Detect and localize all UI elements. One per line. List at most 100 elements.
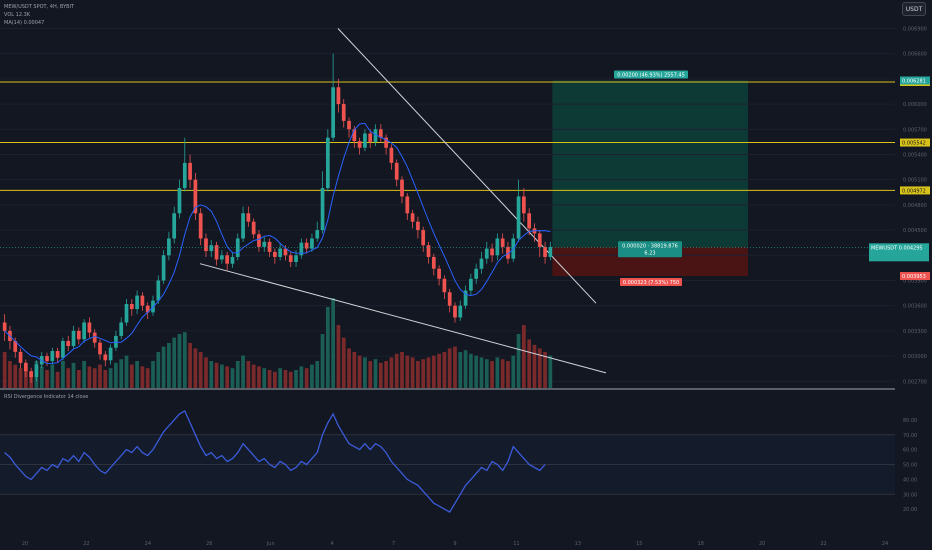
- time-tick-label: 24: [882, 541, 888, 547]
- level-axis-tag: [900, 186, 930, 195]
- rsi-tick-label: 20.00: [903, 507, 917, 513]
- rsi-panel: 80.00 70.00 60.00 50.00 40.00 30.00 20.00: [0, 409, 917, 513]
- volume-bar: [437, 353, 441, 388]
- volume-bar: [405, 355, 410, 388]
- axis-label-stop: 0.003953: [902, 274, 926, 280]
- candle-body: [506, 246, 510, 259]
- ma-legend: MA(14) 0.00047: [4, 20, 45, 26]
- volume-bar: [13, 364, 18, 388]
- center-label-box: [618, 241, 682, 258]
- price-tick-label: 0.006900: [903, 26, 927, 32]
- volume-bars: [2, 298, 553, 388]
- volume-bar: [55, 371, 60, 388]
- time-tick-label: 24: [145, 541, 151, 547]
- grid: [0, 27, 895, 382]
- candle-body: [23, 362, 28, 372]
- candle-body: [177, 188, 182, 214]
- volume-bar: [230, 368, 235, 388]
- volume-bar: [352, 352, 357, 388]
- candle-body: [92, 332, 97, 343]
- time-tick-label: 22: [820, 541, 826, 547]
- time-tick-label: 18: [698, 541, 704, 547]
- currency-button[interactable]: USDT: [902, 2, 926, 16]
- candle-body: [108, 347, 113, 361]
- time-axis: 20 22 24 26 Jun 4 7 9 11 13 15 18 20 22 24: [22, 541, 888, 547]
- stop-label-box: [620, 278, 682, 287]
- candle-body: [347, 120, 351, 130]
- symbol-legend: MEW/USDT SPOT, 4H, BYBIT: [4, 4, 75, 10]
- volume-bar: [463, 350, 468, 388]
- price-axis: 0.0069000.0066000.0063000.0060000.005700…: [869, 26, 930, 385]
- volume-bar: [479, 357, 484, 388]
- candle-body: [129, 304, 134, 310]
- time-tick-label: 11: [513, 541, 519, 547]
- volume-bar: [500, 359, 505, 388]
- candles: [2, 53, 553, 383]
- volume-bar: [151, 361, 155, 388]
- volume-bar: [71, 362, 76, 388]
- rsi-legend: RSI Divergence Indicator 14 close: [4, 394, 89, 400]
- volume-bar: [283, 370, 288, 388]
- candle-body: [71, 330, 76, 346]
- price-tick-label: 0.003300: [903, 329, 927, 335]
- candle-body: [272, 251, 277, 257]
- candle-body: [537, 233, 542, 247]
- candle-body: [453, 305, 457, 318]
- volume-bar: [378, 362, 383, 388]
- volume-bar: [108, 368, 113, 388]
- candle-body: [394, 162, 399, 180]
- candle-body: [500, 238, 505, 247]
- candle-body: [66, 340, 71, 346]
- candle-body: [437, 268, 441, 279]
- volume-bar: [76, 370, 81, 388]
- volume-bar: [172, 337, 177, 388]
- candle-body: [29, 371, 33, 378]
- candle-body: [119, 322, 124, 336]
- volume-bar: [45, 370, 49, 388]
- candle-body: [18, 351, 23, 363]
- price-tick-label: 0.006000: [903, 102, 927, 108]
- volume-bar: [235, 361, 240, 388]
- price-tick-label: 0.005700: [903, 127, 927, 133]
- volume-bar: [527, 339, 532, 388]
- target-label-box: [614, 70, 688, 79]
- resistance-trendline: [337, 28, 597, 304]
- candle-body: [352, 129, 357, 142]
- candle-body: [246, 213, 251, 222]
- candle-body: [230, 256, 235, 264]
- volume-bar: [257, 366, 261, 388]
- candle-body: [220, 255, 224, 260]
- candle-body: [463, 290, 468, 306]
- candle-body: [484, 248, 489, 259]
- time-tick-label: 20: [22, 541, 28, 547]
- volume-bar: [220, 364, 224, 388]
- candle-body: [458, 305, 463, 318]
- stop-label: 0.000323 (7.53%) 750: [623, 280, 679, 286]
- volume-bar: [447, 348, 452, 388]
- candle-body: [384, 137, 388, 148]
- candle-body: [479, 258, 484, 269]
- price-tick-label: 0.003900: [903, 278, 927, 284]
- volume-bar: [288, 371, 293, 388]
- volume-bar: [241, 355, 245, 388]
- candle-body: [283, 248, 288, 256]
- volume-bar: [394, 353, 399, 388]
- volume-bar: [177, 334, 182, 388]
- volume-bar: [98, 364, 102, 388]
- candle-body: [410, 213, 415, 222]
- candle-body: [204, 238, 208, 252]
- volume-bar: [129, 364, 134, 388]
- volume-bar: [325, 307, 330, 388]
- volume-bar: [251, 364, 256, 388]
- axis-label-last: MEWUSDT 0.004295: [871, 245, 923, 251]
- volume-bar: [484, 359, 489, 388]
- volume-bar: [416, 361, 420, 388]
- volume-bar: [225, 366, 230, 388]
- candle-body: [45, 356, 49, 362]
- volume-bar: [543, 352, 547, 388]
- volume-bar: [426, 357, 431, 388]
- volume-bar: [299, 366, 304, 388]
- rsi-tick-label: 70.00: [903, 433, 917, 439]
- candle-body: [304, 242, 309, 249]
